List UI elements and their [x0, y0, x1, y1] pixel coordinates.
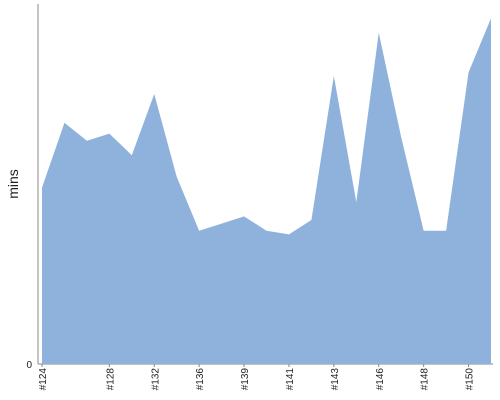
x-tick-label: #148 — [420, 368, 431, 391]
x-tick-layer: #124 #128 #132 #136 #139 #141 #143 #146 #148 #150… — [38, 364, 476, 391]
y-tick-label: 0 — [26, 360, 32, 371]
x-tick-label: #132 — [150, 368, 161, 391]
x-tick-label: #128 — [105, 368, 116, 391]
x-tick-label: #139 — [240, 368, 251, 391]
x-tick-label: #143 — [330, 368, 341, 391]
y-tick-layer: 0 — [26, 360, 32, 371]
x-tick-label: #136 — [195, 368, 206, 391]
area-series — [42, 18, 491, 365]
y-axis-label: mins — [5, 169, 21, 199]
area-series-layer — [42, 18, 491, 365]
x-tick-label: #124 — [38, 368, 49, 391]
x-tick-label: #141 — [285, 368, 296, 391]
x-tick-label: #146 — [375, 368, 386, 391]
x-tick-label: #150 — [465, 368, 476, 391]
